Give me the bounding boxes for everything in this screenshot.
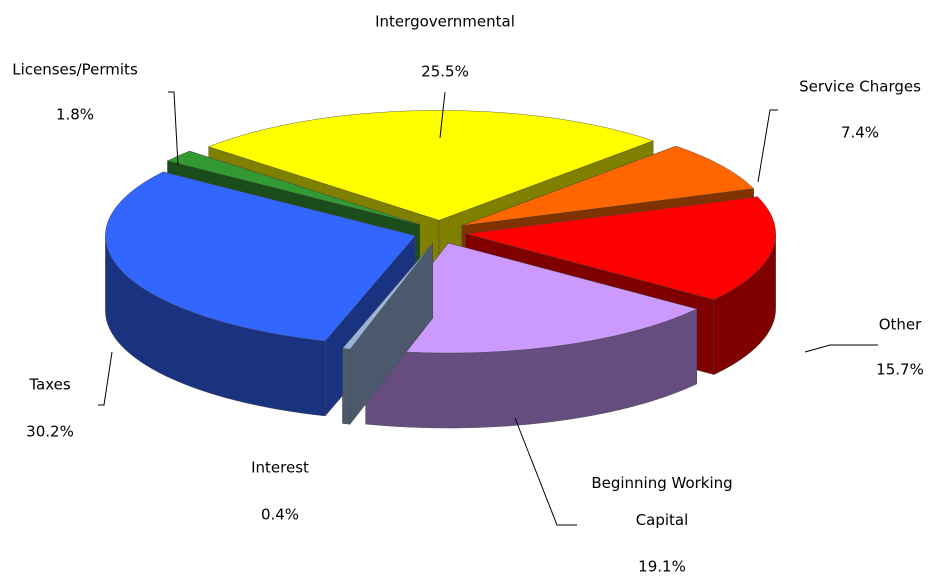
leader-line [439, 91, 446, 139]
leader-line [804, 344, 878, 353]
category-label: Beginning Working Capital [591, 474, 732, 529]
leader-line [757, 109, 778, 183]
value-label: 30.2% [26, 423, 74, 441]
slice-wall [342, 348, 351, 425]
category-label: Intergovernmental [375, 13, 515, 31]
slice [166, 150, 420, 225]
value-label: 1.8% [56, 106, 94, 124]
slice [365, 242, 698, 354]
value-label: 7.4% [841, 124, 879, 142]
slice [342, 243, 433, 350]
slice [208, 110, 654, 221]
value-label: 15.7% [876, 361, 924, 379]
leader-line [98, 351, 113, 406]
category-label: Service Charges [799, 78, 921, 96]
value-label: 0.4% [261, 506, 299, 524]
value-label: 25.5% [421, 63, 469, 81]
value-label: 19.1% [638, 558, 686, 576]
slice [105, 171, 416, 342]
category-label: Other [879, 316, 922, 334]
leader-line [514, 417, 577, 526]
slice [465, 196, 776, 300]
leader-line [168, 91, 179, 166]
category-label: Interest [251, 459, 309, 477]
slice [461, 145, 755, 226]
category-label: Licenses/Permits [12, 61, 138, 79]
category-label: Taxes [28, 376, 71, 394]
